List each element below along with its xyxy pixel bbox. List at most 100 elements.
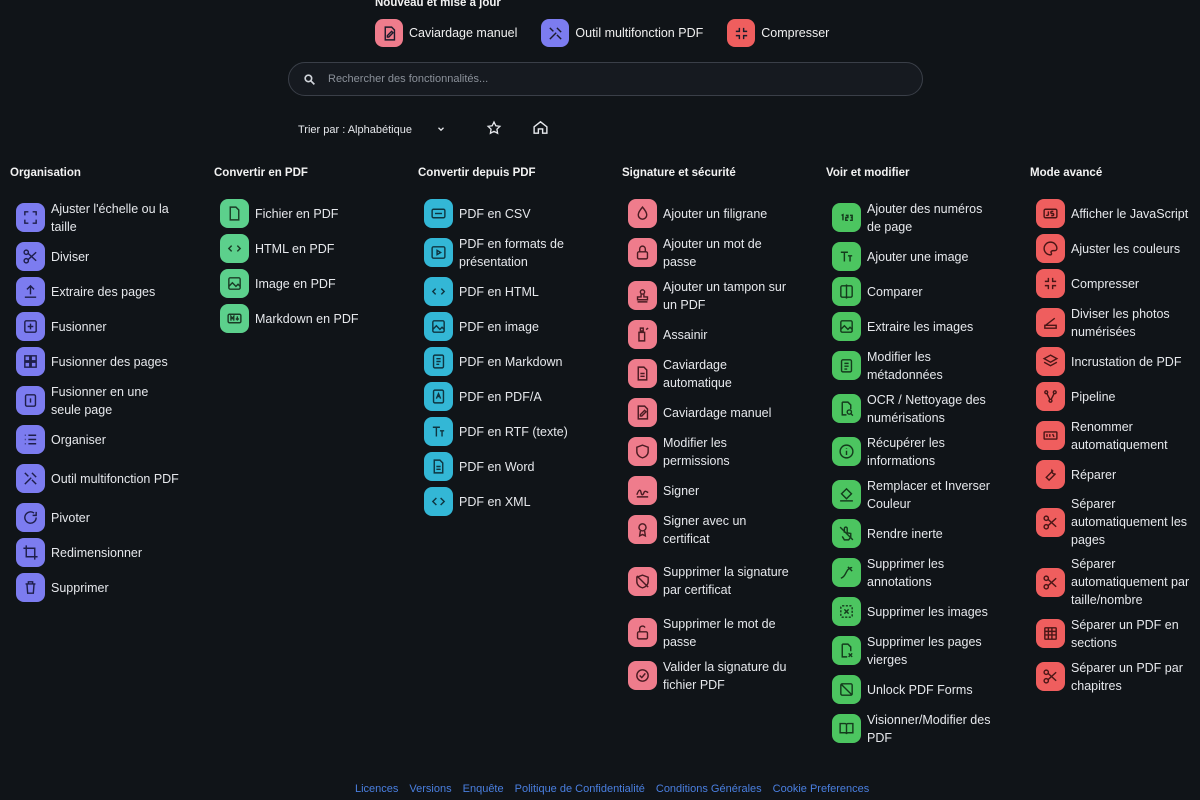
tool-label: Incrustation de PDF bbox=[1071, 354, 1182, 369]
new-item-manual-redaction[interactable]: Caviardage manuel bbox=[375, 19, 517, 47]
tool-item[interactable]: Fusionner bbox=[10, 309, 200, 344]
tool-item[interactable]: PDF en Word bbox=[418, 449, 608, 484]
tool-item[interactable]: Ajuster l'échelle ou la taille bbox=[10, 196, 200, 239]
new-item-compress[interactable]: Compresser bbox=[727, 19, 829, 47]
tool-item[interactable]: OCR / Nettoyage des numérisations bbox=[826, 387, 1016, 430]
tool-item[interactable]: Ajuster les couleurs bbox=[1030, 231, 1200, 266]
tool-item[interactable]: Image en PDF bbox=[214, 266, 404, 301]
tool-item[interactable]: PDF en CSV bbox=[418, 196, 608, 231]
footer-link-licences[interactable]: Licences bbox=[355, 783, 399, 795]
tool-item[interactable]: Pivoter bbox=[10, 500, 200, 535]
verified-icon bbox=[628, 661, 657, 690]
footer-link-privacy[interactable]: Politique de Confidentialité bbox=[514, 783, 645, 795]
tool-item[interactable]: Supprimer les pages vierges bbox=[826, 629, 1016, 672]
tool-item[interactable]: Modifier les métadonnées bbox=[826, 344, 1016, 387]
search-input[interactable] bbox=[328, 73, 888, 85]
tool-item[interactable]: Renommer automatiquement bbox=[1030, 414, 1200, 457]
column-signature-security: Signature et sécurité Ajouter un filigra… bbox=[622, 167, 812, 697]
tool-label: Signer bbox=[663, 483, 700, 498]
tool-item[interactable]: Caviardage automatique bbox=[622, 352, 812, 395]
tool-item[interactable]: Séparer automatiquement par taille/nombr… bbox=[1030, 552, 1200, 612]
tool-label: Assainir bbox=[663, 327, 708, 342]
tool-item[interactable]: Extraire des pages bbox=[10, 274, 200, 309]
signature-icon bbox=[628, 476, 657, 505]
tool-item[interactable]: Extraire les images bbox=[826, 309, 1016, 344]
favorites-button[interactable] bbox=[484, 119, 504, 140]
scissors-icon bbox=[1036, 662, 1065, 691]
tool-item[interactable]: Réparer bbox=[1030, 457, 1200, 492]
tool-item[interactable]: PDF en PDF/A bbox=[418, 379, 608, 414]
tool-item[interactable]: Caviardage manuel bbox=[622, 395, 812, 430]
footer-link-versions[interactable]: Versions bbox=[409, 783, 452, 795]
tool-item[interactable]: Supprimer le mot de passe bbox=[622, 611, 812, 654]
tool-item[interactable]: Compresser bbox=[1030, 266, 1200, 301]
tool-item[interactable]: Pipeline bbox=[1030, 379, 1200, 414]
tool-item[interactable]: PDF en HTML bbox=[418, 274, 608, 309]
new-item-multitool[interactable]: Outil multifonction PDF bbox=[541, 19, 703, 47]
unlock-icon bbox=[628, 618, 657, 647]
tool-item[interactable]: Assainir bbox=[622, 317, 812, 352]
tool-item[interactable]: Incrustation de PDF bbox=[1030, 344, 1200, 379]
tool-item[interactable]: Modifier les permissions bbox=[622, 430, 812, 473]
compress-icon bbox=[727, 19, 756, 47]
tool-item[interactable]: Séparer un PDF par chapitres bbox=[1030, 655, 1200, 698]
tool-label: Remplacer et Inverser Couleur bbox=[867, 478, 990, 511]
tool-item[interactable]: Séparer un PDF en sections bbox=[1030, 612, 1200, 655]
tool-item[interactable]: Visionner/Modifier des PDF bbox=[826, 707, 1016, 750]
tool-item[interactable]: Signer avec un certificat bbox=[622, 508, 812, 551]
tool-item[interactable]: Outil multifonction PDF bbox=[10, 457, 200, 500]
tool-item[interactable]: Rendre inerte bbox=[826, 516, 1016, 551]
tool-item[interactable]: Afficher le JavaScript bbox=[1030, 196, 1200, 231]
ocr-icon bbox=[832, 394, 861, 423]
tool-item[interactable]: Ajouter un tampon sur un PDF bbox=[622, 274, 812, 317]
tool-item[interactable]: Fusionner des pages bbox=[10, 344, 200, 379]
search-bar[interactable] bbox=[288, 62, 923, 96]
scissors-icon bbox=[1036, 567, 1065, 597]
tool-item[interactable]: PDF en image bbox=[418, 309, 608, 344]
tool-item[interactable]: Diviser les photos numérisées bbox=[1030, 301, 1200, 344]
tool-label: Extraire les images bbox=[867, 319, 974, 334]
tool-item[interactable]: Fichier en PDF bbox=[214, 196, 404, 231]
tool-item[interactable]: Organiser bbox=[10, 422, 200, 457]
tool-label: Séparer automatiquement par taille/nombr… bbox=[1071, 557, 1190, 607]
sort-select[interactable]: Trier par : Alphabétique bbox=[298, 124, 448, 137]
tool-label: PDF en Markdown bbox=[459, 354, 563, 369]
tool-item[interactable]: Séparer automatiquement les pages bbox=[1030, 492, 1200, 552]
compare-icon bbox=[832, 277, 861, 306]
stamp-icon bbox=[628, 281, 657, 310]
tool-item[interactable]: Supprimer bbox=[10, 570, 200, 605]
tool-item[interactable]: PDF en formats de présentation bbox=[418, 231, 608, 274]
home-button[interactable] bbox=[530, 120, 550, 140]
tool-item[interactable]: Diviser bbox=[10, 239, 200, 274]
tool-label: Outil multifonction PDF bbox=[51, 471, 179, 486]
redact-icon bbox=[628, 398, 657, 427]
tool-item[interactable]: Valider la signature du fichier PDF bbox=[622, 654, 812, 697]
tool-item[interactable]: Supprimer la signature par certificat bbox=[622, 551, 812, 611]
tool-item[interactable]: Unlock PDF Forms bbox=[826, 672, 1016, 707]
tool-item[interactable]: HTML en PDF bbox=[214, 231, 404, 266]
tool-item[interactable]: PDF en RTF (texte) bbox=[418, 414, 608, 449]
footer-link-terms[interactable]: Conditions Générales bbox=[655, 783, 762, 795]
metadata-icon bbox=[832, 351, 861, 380]
new-item-label: Compresser bbox=[761, 26, 830, 40]
tool-item[interactable]: Markdown en PDF bbox=[214, 301, 404, 336]
tool-item[interactable]: Remplacer et Inverser Couleur bbox=[826, 473, 1016, 516]
tool-item[interactable]: Signer bbox=[622, 473, 812, 508]
tool-item[interactable]: Ajouter un mot de passe bbox=[622, 231, 812, 274]
image-icon bbox=[832, 312, 861, 341]
trash-icon bbox=[16, 573, 45, 602]
tool-item[interactable]: Ajouter une image bbox=[826, 239, 1016, 274]
footer-link-cookies[interactable]: Cookie Preferences bbox=[772, 783, 870, 795]
tool-item[interactable]: Ajouter des numéros de page bbox=[826, 196, 1016, 239]
tool-item[interactable]: Comparer bbox=[826, 274, 1016, 309]
tool-item[interactable]: Récupérer les informations bbox=[826, 430, 1016, 473]
tool-item[interactable]: Supprimer les annotations bbox=[826, 551, 1016, 594]
scissors-icon bbox=[1036, 507, 1065, 537]
tool-item[interactable]: Supprimer les images bbox=[826, 594, 1016, 629]
tool-item[interactable]: PDF en Markdown bbox=[418, 344, 608, 379]
footer-link-survey[interactable]: Enquête bbox=[462, 783, 504, 795]
tool-item[interactable]: PDF en XML bbox=[418, 484, 608, 519]
tool-item[interactable]: Ajouter un filigrane bbox=[622, 196, 812, 231]
tool-item[interactable]: Fusionner en une seule page bbox=[10, 379, 200, 422]
tool-item[interactable]: Redimensionner bbox=[10, 535, 200, 570]
